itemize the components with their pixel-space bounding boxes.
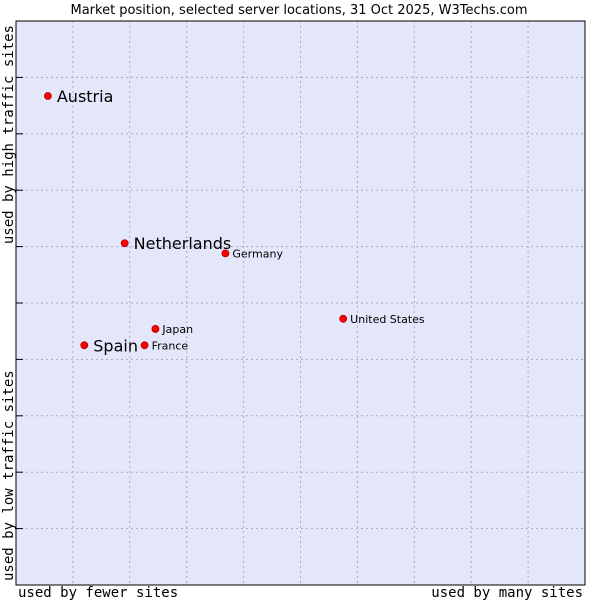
y-axis-label-bottom: used by low traffic sites xyxy=(1,370,17,581)
marker-germany xyxy=(221,249,230,258)
marker-united-states xyxy=(339,314,348,323)
point-germany: Germany xyxy=(221,247,283,260)
y-axis-label-top: used by high traffic sites xyxy=(1,25,17,244)
x-axis-label-left: used by fewer sites xyxy=(18,585,178,600)
grid-lines xyxy=(16,21,585,585)
marker-japan xyxy=(151,325,160,333)
point-united-states: United States xyxy=(339,313,425,326)
point-spain: Spain xyxy=(80,336,138,355)
plot-frame xyxy=(15,20,586,586)
marker-spain xyxy=(80,341,89,350)
x-axis-label-right: used by many sites xyxy=(431,585,583,600)
label-netherlands: Netherlands xyxy=(134,234,232,253)
label-austria: Austria xyxy=(57,87,114,106)
marker-france xyxy=(140,341,149,350)
point-japan: Japan xyxy=(151,323,193,336)
point-austria: Austria xyxy=(43,87,114,106)
label-germany: Germany xyxy=(232,247,283,260)
marker-netherlands xyxy=(120,239,129,248)
point-netherlands: Netherlands xyxy=(120,234,232,253)
chart-title: Market position, selected server locatio… xyxy=(70,3,527,18)
label-japan: Japan xyxy=(161,323,193,336)
label-france: France xyxy=(152,339,189,352)
label-spain: Spain xyxy=(93,336,138,355)
marker-austria xyxy=(43,92,52,100)
point-france: France xyxy=(140,339,189,352)
label-united-states: United States xyxy=(350,313,425,326)
